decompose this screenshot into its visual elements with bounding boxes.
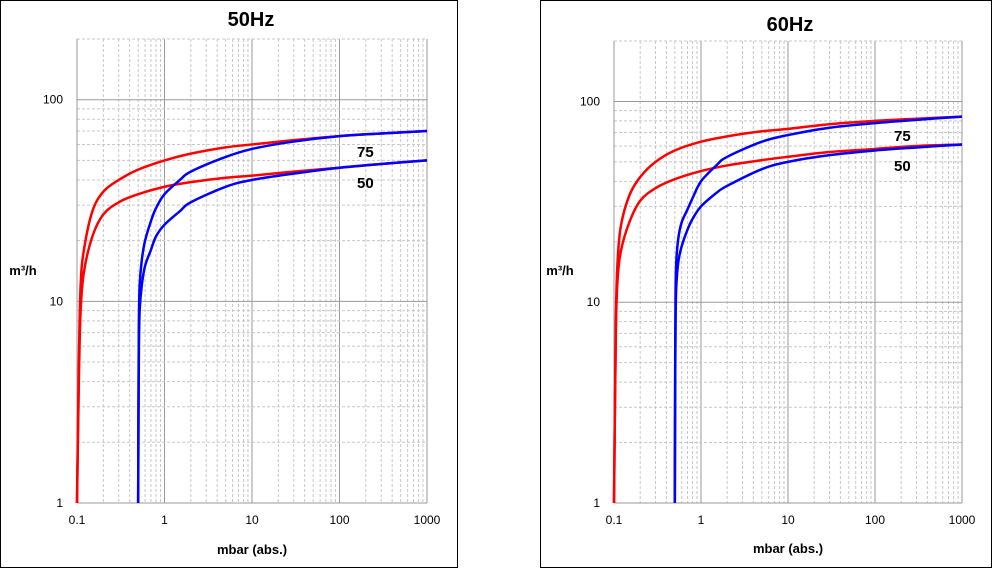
chart-panel-60hz: 0.1 1 10 100 1000 1 10 100 60Hz mbar (abs.) m³/h 75… — [540, 0, 992, 568]
x-tick-label: 0.1 — [69, 513, 86, 527]
series-line-blue-75 — [136, 129, 428, 504]
grid — [613, 40, 962, 504]
chart-title: 50Hz — [228, 9, 275, 31]
y-tick-label: 1 — [593, 496, 600, 510]
x-tick-label: 100 — [329, 513, 349, 527]
y-axis-label: m³/h — [546, 263, 574, 278]
series-line-blue-75 — [673, 115, 963, 504]
chart-panel-50hz: 0.1 1 10 100 1000 1 10 100 50Hz mbar (abs.) m³/h 75… — [0, 0, 458, 568]
series-label-50: 50 — [894, 158, 911, 175]
chart-50hz-svg: 0.1 1 10 100 1000 1 10 100 50Hz mbar (abs.) m³/h 75… — [9, 9, 441, 557]
x-tick-label: 10 — [245, 513, 259, 527]
x-tick-label: 1 — [698, 513, 705, 527]
series-line-blue-50 — [673, 143, 963, 504]
y-axis-label: m³/h — [9, 263, 37, 278]
series-line-red-75 — [612, 115, 963, 504]
series-label-75: 75 — [894, 128, 911, 145]
x-axis-label: mbar (abs.) — [217, 542, 287, 557]
y-tick-label: 100 — [43, 93, 63, 107]
x-tick-label: 1000 — [949, 513, 976, 527]
grid — [76, 38, 427, 504]
x-tick-label: 1000 — [414, 513, 441, 527]
series-group — [612, 115, 963, 504]
y-tick-label: 1 — [56, 496, 63, 510]
x-tick-label: 1 — [161, 513, 168, 527]
x-axis-label: mbar (abs.) — [753, 541, 823, 556]
series-label-75: 75 — [357, 144, 374, 161]
x-tick-label: 10 — [781, 513, 795, 527]
x-tick-label: 100 — [865, 513, 885, 527]
chart-60hz-svg: 0.1 1 10 100 1000 1 10 100 60Hz mbar (abs.) m³/h 75… — [546, 14, 976, 556]
y-tick-label: 100 — [580, 94, 600, 108]
y-tick-label: 10 — [587, 295, 601, 309]
y-tick-label: 10 — [50, 294, 64, 308]
series-line-red-50 — [612, 143, 963, 504]
series-group — [75, 129, 428, 504]
series-line-blue-50 — [136, 159, 428, 504]
x-tick-label: 0.1 — [606, 513, 623, 527]
series-label-50: 50 — [357, 175, 374, 192]
chart-title: 60Hz — [767, 14, 814, 36]
